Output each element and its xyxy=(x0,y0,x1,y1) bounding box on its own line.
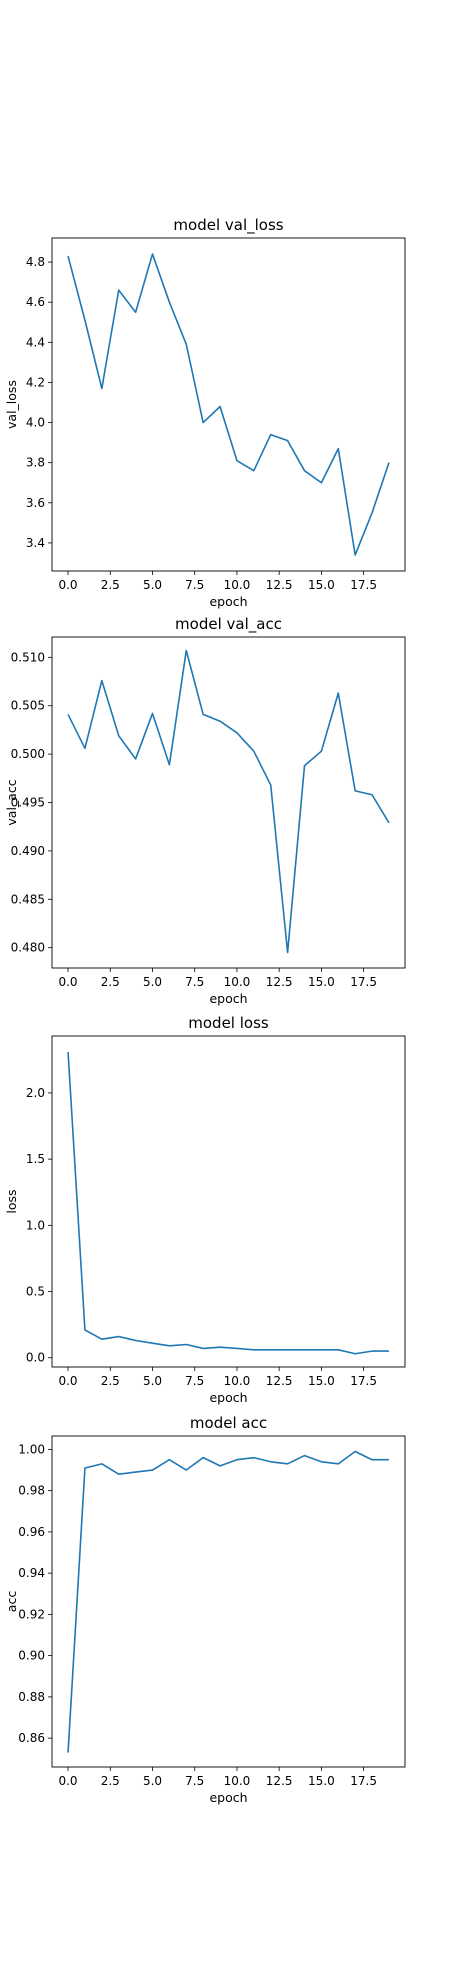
x-tick-label: 5.0 xyxy=(143,1774,162,1788)
x-axis-label: epoch xyxy=(209,1790,247,1805)
x-tick-label: 10.0 xyxy=(224,578,251,592)
chart-title: model acc xyxy=(190,1414,267,1432)
x-tick-label: 7.5 xyxy=(185,1774,204,1788)
charts-root: model val_loss 0.0 2.5 5.0 7.5 10.0 12.5 15.0 17… xyxy=(4,216,406,1805)
y-tick-label: 0.5 xyxy=(26,1285,45,1299)
x-tick-label: 12.5 xyxy=(266,578,293,592)
axes-frame xyxy=(51,237,406,572)
x-tick-label: 5.0 xyxy=(143,1374,162,1388)
x-tick-label: 7.5 xyxy=(185,1374,204,1388)
y-tick-label: 0.86 xyxy=(18,1731,45,1745)
y-axis-label: loss xyxy=(4,1189,19,1213)
x-axis-label: epoch xyxy=(209,991,247,1006)
x-tick-label: 5.0 xyxy=(143,578,162,592)
y-tick-label: 4.2 xyxy=(26,375,45,389)
chart-2: model val_acc 0.0 2.5 5.0 7.5 10.0 12.5 15.0 17.… xyxy=(4,615,406,1006)
x-tick-label: 2.5 xyxy=(101,975,120,989)
x-tick-label: 2.5 xyxy=(101,578,120,592)
y-tick-label: 3.6 xyxy=(26,496,45,510)
chart-title: model loss xyxy=(188,1014,269,1032)
x-tick-label: 0.0 xyxy=(58,975,77,989)
axes-frame xyxy=(51,1035,406,1368)
x-tick-label: 15.0 xyxy=(308,1374,335,1388)
x-axis-label: epoch xyxy=(209,594,247,609)
chart-title: model val_acc xyxy=(175,615,282,634)
y-tick-label: 0.0 xyxy=(26,1351,45,1365)
y-tick-label: 4.6 xyxy=(26,295,45,309)
x-tick-label: 5.0 xyxy=(143,975,162,989)
chart-title: model val_loss xyxy=(173,216,283,235)
y-tick-label: 0.480 xyxy=(11,941,45,955)
axes-frame xyxy=(51,1435,406,1768)
y-tick-label: 2.0 xyxy=(26,1086,45,1100)
y-tick-label: 0.94 xyxy=(18,1566,45,1580)
series-line xyxy=(67,1450,389,1753)
x-tick-label: 17.5 xyxy=(350,578,377,592)
y-tick-label: 3.4 xyxy=(26,536,45,550)
y-tick-label: 1.5 xyxy=(26,1152,45,1166)
y-tick-label: 0.485 xyxy=(11,892,45,906)
axes-frame xyxy=(51,636,406,969)
y-tick-label: 0.96 xyxy=(18,1525,45,1539)
x-tick-label: 15.0 xyxy=(308,975,335,989)
x-tick-label: 10.0 xyxy=(224,1774,251,1788)
x-tick-label: 17.5 xyxy=(350,1374,377,1388)
y-tick-label: 1.0 xyxy=(26,1218,45,1232)
y-tick-label: 0.98 xyxy=(18,1484,45,1498)
x-tick-label: 7.5 xyxy=(185,578,204,592)
x-tick-label: 7.5 xyxy=(185,975,204,989)
y-axis-label: acc xyxy=(4,1591,19,1613)
chart-1: model val_loss 0.0 2.5 5.0 7.5 10.0 12.5 15.0 17… xyxy=(4,216,406,609)
x-tick-label: 12.5 xyxy=(266,975,293,989)
y-tick-label: 1.00 xyxy=(18,1442,45,1456)
y-axis-label: val_loss xyxy=(4,380,19,429)
x-tick-label: 10.0 xyxy=(224,975,251,989)
series-line xyxy=(67,649,390,954)
y-tick-label: 0.510 xyxy=(11,650,45,664)
y-tick-label: 3.8 xyxy=(26,456,45,470)
y-axis-label: val_acc xyxy=(4,779,19,825)
series-line xyxy=(67,253,390,556)
y-tick-label: 0.505 xyxy=(11,699,45,713)
y-tick-label: 0.92 xyxy=(18,1607,45,1621)
x-tick-label: 12.5 xyxy=(266,1774,293,1788)
y-tick-label: 0.90 xyxy=(18,1649,45,1663)
x-tick-label: 12.5 xyxy=(266,1374,293,1388)
x-tick-label: 2.5 xyxy=(101,1374,120,1388)
y-tick-label: 4.0 xyxy=(26,416,45,430)
x-tick-label: 15.0 xyxy=(308,1774,335,1788)
x-tick-label: 10.0 xyxy=(224,1374,251,1388)
y-tick-label: 4.8 xyxy=(26,255,45,269)
x-tick-label: 2.5 xyxy=(101,1774,120,1788)
chart-4: model acc 0.0 2.5 5.0 7.5 10.0 12.5 15.0 17.5 0.8… xyxy=(4,1414,406,1805)
x-tick-label: 17.5 xyxy=(350,975,377,989)
chart-3: model loss 0.0 2.5 5.0 7.5 10.0 12.5 15.0 17.5 0.… xyxy=(4,1014,406,1405)
series-line xyxy=(67,1051,389,1355)
y-tick-label: 0.88 xyxy=(18,1690,45,1704)
y-tick-label: 0.500 xyxy=(11,747,45,761)
y-tick-label: 4.4 xyxy=(26,335,45,349)
y-tick-label: 0.490 xyxy=(11,844,45,858)
x-tick-label: 0.0 xyxy=(58,578,77,592)
x-tick-label: 15.0 xyxy=(308,578,335,592)
y-tick-label: 0.495 xyxy=(11,796,45,810)
x-tick-label: 0.0 xyxy=(58,1374,77,1388)
x-axis-label: epoch xyxy=(209,1390,247,1405)
x-tick-label: 17.5 xyxy=(350,1774,377,1788)
x-tick-label: 0.0 xyxy=(58,1774,77,1788)
